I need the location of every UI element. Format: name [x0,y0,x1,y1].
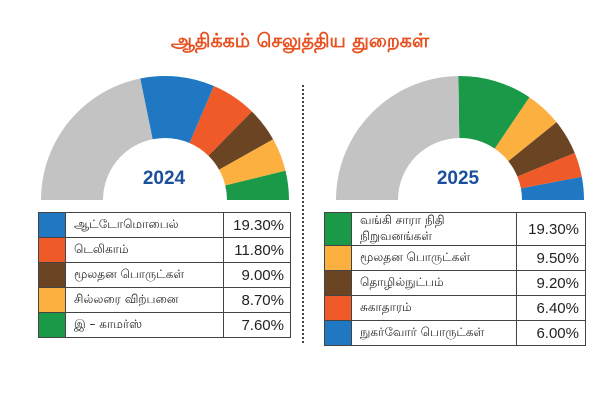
legend-swatch [38,287,66,313]
legend-row: மூலதன பொருட்கள் 9.00% [38,262,291,288]
legend-value: 8.70% [223,287,291,313]
legend-value: 11.80% [223,237,291,263]
legend-row: தொழில்நுட்பம் 9.20% [324,270,586,296]
legend-swatch [38,212,66,238]
legend-label: சுகாதாரம் [351,295,517,321]
slice-0 [458,76,530,149]
legend-value: 9.00% [223,262,291,288]
slice-others [336,76,460,200]
half-donut-2024 [41,75,289,200]
legend-row: சுகாதாரம் 6.40% [324,295,586,321]
legend-row: வங்கி சாரா நிதி நிறுவனங்கள் 19.30% [324,212,586,246]
legend-swatch [38,312,66,338]
year-label-2024: 2024 [142,168,186,189]
legend-label: டெலிகாம் [65,237,224,263]
legend-row: ஆட்டோமொபைல் 19.30% [38,212,291,238]
legend-swatch [324,270,352,296]
legend-value: 7.60% [223,312,291,338]
legend-swatch [324,295,352,321]
legend-label: வங்கி சாரா நிதி நிறுவனங்கள் [351,212,517,246]
legend-label: இ – காமர்ஸ் [65,312,224,338]
legend-label: நுகர்வோர் பொருட்கள் [351,320,517,346]
legend-row: மூலதன பொருட்கள் 9.50% [324,245,586,271]
slice-others [41,78,153,200]
slice-1 [494,97,557,162]
legend-value: 9.20% [516,270,586,296]
legend-value: 6.00% [516,320,586,346]
slice-4 [225,170,289,200]
year-label-2025: 2025 [436,168,480,189]
page-title: ஆதிக்கம் செலுத்திய துறைகள் [170,30,430,52]
slice-4 [520,176,584,200]
slice-1 [189,86,252,156]
legend-swatch [324,212,352,246]
legend-swatch [324,320,352,346]
legend-label: சில்லரை விற்பனை [65,287,224,313]
legend-row: சில்லரை விற்பனை 8.70% [38,287,291,313]
legend-label: தொழில்நுட்பம் [351,270,517,296]
slice-3 [517,152,582,189]
legend-row: இ – காமர்ஸ் 7.60% [38,312,291,338]
slice-2 [508,122,575,177]
legend-label: மூலதன பொருட்கள் [65,262,224,288]
legend-value: 6.40% [516,295,586,321]
slice-2 [208,111,274,170]
legend-swatch [38,237,66,263]
legend-label: மூலதன பொருட்கள் [351,245,517,271]
legend-row: டெலிகாம் 11.80% [38,237,291,263]
legend-label: ஆட்டோமொபைல் [65,212,224,238]
legend-value: 19.30% [223,212,291,238]
slice-0 [140,75,214,144]
legend-table-2024: ஆட்டோமொபைல் 19.30% டெலிகாம் 11.80% மூலதன… [38,212,291,338]
half-donut-2025 [336,76,584,200]
legend-value: 9.50% [516,245,586,271]
legend-value: 19.30% [516,212,586,246]
legend-table-2025: வங்கி சாரா நிதி நிறுவனங்கள் 19.30% மூலதன… [324,212,586,346]
legend-swatch [38,262,66,288]
legend-swatch [324,245,352,271]
divider [302,85,304,343]
legend-row: நுகர்வோர் பொருட்கள் 6.00% [324,320,586,346]
slice-3 [219,139,286,186]
